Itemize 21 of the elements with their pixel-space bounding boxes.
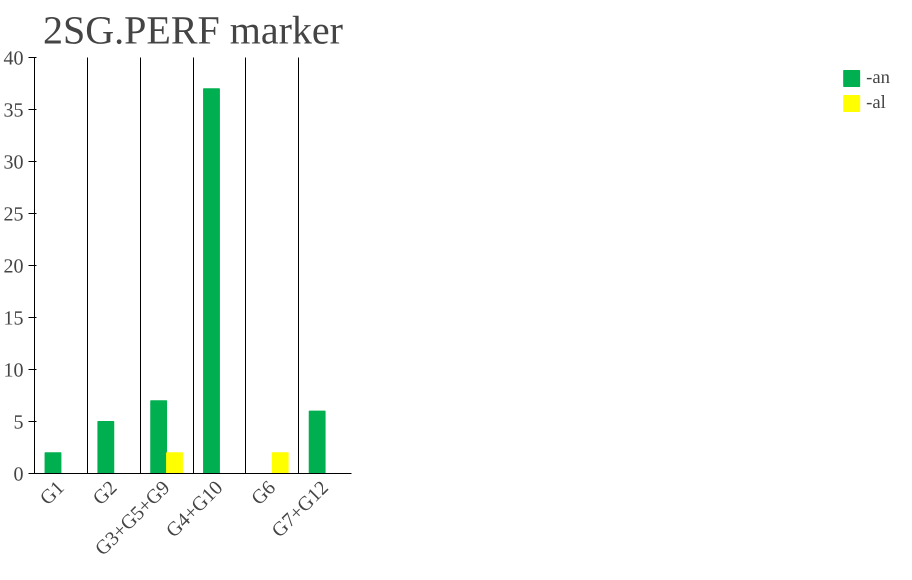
y-tick-label: 35 [4,100,24,122]
bar [272,452,289,474]
bar [97,421,114,474]
chart-title: 2SG.PERF marker [43,8,343,52]
legend-label: -an [866,67,890,89]
bar [150,400,168,474]
legend-label: -al [866,92,886,114]
bar [44,452,62,474]
y-tick-label: 0 [14,464,24,486]
bar [203,88,220,474]
y-tick-label: 30 [4,152,24,174]
y-tick-label: 10 [4,360,24,382]
x-tick-label: G6 [247,476,280,510]
y-tick-label: 25 [4,204,24,226]
bar [166,452,183,474]
y-tick-label: 40 [4,48,24,70]
bar [308,410,326,474]
x-tick-label: G1 [36,476,69,510]
y-tick-label: 15 [4,308,24,330]
y-tick-label: 5 [14,412,24,434]
y-tick-label: 20 [4,256,24,278]
